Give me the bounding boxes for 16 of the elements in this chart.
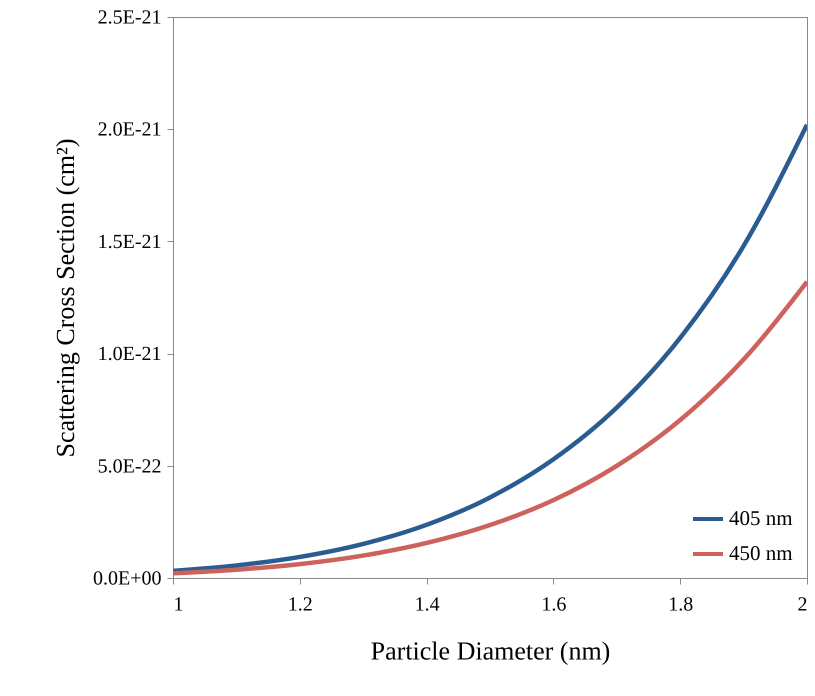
y-tick-label: 1.5E-21 bbox=[98, 230, 162, 253]
y-axis-title: Scattering Cross Section (cm²) bbox=[51, 138, 80, 458]
y-tick-label: 5.0E-22 bbox=[98, 455, 162, 478]
x-axis-title: Particle Diameter (nm) bbox=[370, 636, 610, 666]
y-tick-label: 1.0E-21 bbox=[98, 343, 162, 366]
y-tick-label: 2.0E-21 bbox=[98, 118, 162, 141]
x-tick-label: 1 bbox=[174, 594, 184, 616]
x-tick-label: 1.6 bbox=[541, 594, 566, 616]
legend-label: 450 nm bbox=[729, 541, 793, 565]
x-tick-label: 1.8 bbox=[668, 594, 694, 616]
y-tick-label: 0.0E+00 bbox=[93, 568, 162, 590]
x-tick-label: 1.2 bbox=[288, 594, 313, 616]
x-tick-label: 2 bbox=[798, 594, 808, 616]
y-tick-label: 2.5E-21 bbox=[98, 6, 162, 28]
x-tick-label: 1.4 bbox=[414, 594, 440, 616]
legend-label: 405 nm bbox=[729, 506, 793, 530]
